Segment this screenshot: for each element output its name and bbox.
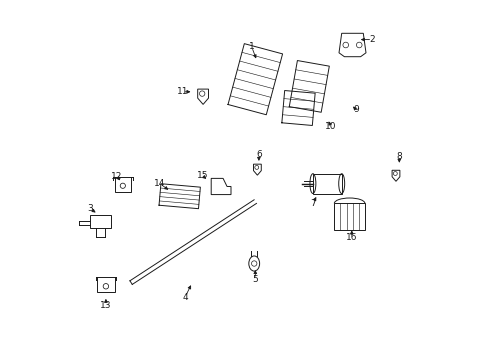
Text: 16: 16: [346, 233, 357, 242]
Text: 13: 13: [100, 301, 111, 310]
Text: 5: 5: [252, 275, 258, 284]
Text: 11: 11: [177, 87, 188, 96]
Text: 8: 8: [396, 152, 401, 161]
Text: 10: 10: [325, 122, 336, 131]
Bar: [334, 203, 364, 230]
Bar: [312, 174, 341, 194]
Text: 2: 2: [369, 35, 374, 44]
Text: 12: 12: [111, 172, 122, 181]
Text: 9: 9: [352, 105, 358, 114]
Bar: [97, 277, 114, 292]
Text: 14: 14: [154, 179, 165, 188]
Bar: [115, 177, 131, 192]
Text: 4: 4: [182, 292, 187, 302]
Bar: [90, 215, 110, 228]
Text: 7: 7: [309, 199, 315, 208]
Text: 1: 1: [248, 42, 254, 51]
Text: 15: 15: [196, 171, 208, 180]
Text: 6: 6: [256, 150, 261, 159]
Text: 3: 3: [87, 204, 93, 213]
